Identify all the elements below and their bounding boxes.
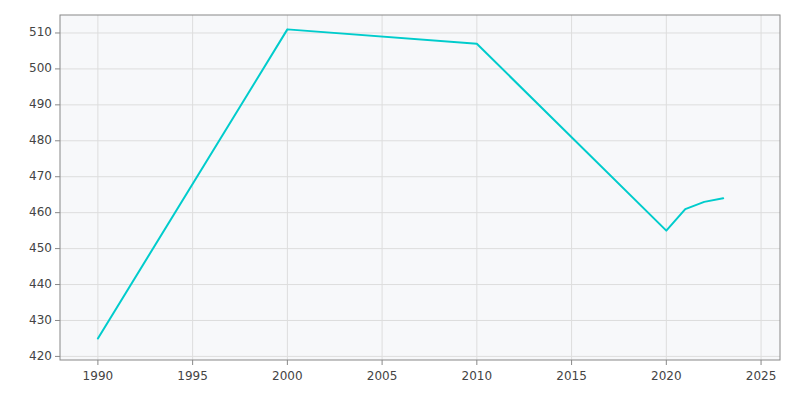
y-grid-line (60, 284, 780, 285)
x-tick (476, 360, 477, 365)
x-tick (192, 360, 193, 365)
chart-container: 420 430 440 450 460 470 480 490 500 510 1990 1995 20… (0, 0, 800, 400)
y-tick (55, 140, 60, 141)
x-tick (571, 360, 572, 365)
x-tick-label: 2000 (272, 369, 303, 383)
tick-labels: 420 430 440 450 460 470 480 490 500 510 1990 1995 20… (29, 25, 776, 383)
plot-frame (60, 15, 780, 360)
x-tick (287, 360, 288, 365)
plot-background (60, 15, 780, 360)
x-tick (666, 360, 667, 365)
x-grid-line (382, 15, 383, 360)
x-tick-label: 1990 (83, 369, 114, 383)
x-tick-label: 2020 (651, 369, 682, 383)
y-tick-label: 430 (29, 313, 52, 327)
data-line (98, 29, 723, 338)
x-tick (97, 360, 98, 365)
y-tick (55, 104, 60, 105)
y-tick-label: 510 (29, 25, 52, 39)
y-grid-line (60, 248, 780, 249)
y-tick (55, 68, 60, 69)
y-tick (55, 32, 60, 33)
x-tick-label: 2005 (367, 369, 398, 383)
x-grid-line (97, 15, 98, 360)
grid (55, 15, 780, 365)
x-grid-line (761, 15, 762, 360)
x-grid-line (571, 15, 572, 360)
y-tick-label: 420 (29, 349, 52, 363)
x-tick (761, 360, 762, 365)
y-tick-label: 470 (29, 169, 52, 183)
y-grid-line (60, 212, 780, 213)
y-grid-line (60, 320, 780, 321)
y-tick (55, 248, 60, 249)
y-tick-label: 460 (29, 205, 52, 219)
y-tick-label: 500 (29, 61, 52, 75)
x-tick-label: 2015 (556, 369, 587, 383)
y-tick-label: 480 (29, 133, 52, 147)
marks (98, 29, 723, 338)
chart-svg: 420 430 440 450 460 470 480 490 500 510 1990 1995 20… (0, 0, 800, 400)
y-tick (55, 356, 60, 357)
x-grid-line (287, 15, 288, 360)
y-tick (55, 212, 60, 213)
x-grid-line (192, 15, 193, 360)
y-grid-line (60, 140, 780, 141)
x-tick-label: 1995 (177, 369, 208, 383)
x-grid-line (476, 15, 477, 360)
x-tick (382, 360, 383, 365)
x-tick-label: 2025 (746, 369, 777, 383)
y-grid-line (60, 68, 780, 69)
y-tick-label: 450 (29, 241, 52, 255)
y-grid-line (60, 356, 780, 357)
y-tick (55, 284, 60, 285)
y-tick (55, 176, 60, 177)
y-tick (55, 320, 60, 321)
y-grid-line (60, 176, 780, 177)
y-tick-label: 440 (29, 277, 52, 291)
x-tick-label: 2010 (462, 369, 493, 383)
x-grid-line (666, 15, 667, 360)
y-grid-line (60, 104, 780, 105)
y-tick-label: 490 (29, 97, 52, 111)
y-grid-line (60, 32, 780, 33)
